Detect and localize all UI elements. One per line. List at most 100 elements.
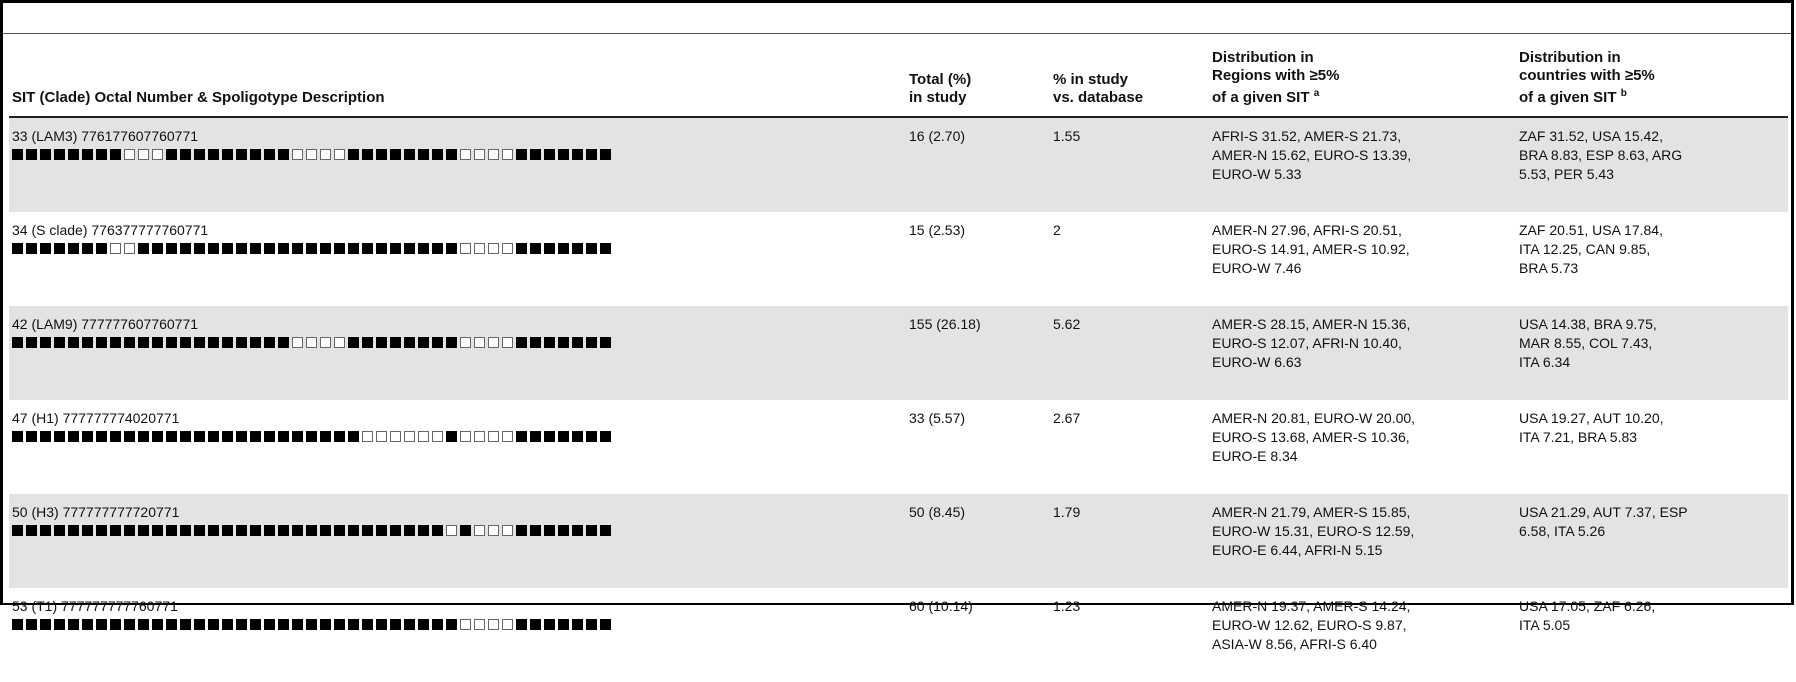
spacer-present <box>26 431 37 442</box>
spacer-present <box>460 525 471 536</box>
spacer-absent <box>502 619 513 630</box>
spacer-present <box>418 619 429 630</box>
spacer-present <box>516 337 527 348</box>
spacer-present <box>180 431 191 442</box>
spacer-present <box>236 149 247 160</box>
spacer-present <box>138 431 149 442</box>
footnote-b: b <box>1620 88 1627 99</box>
regions-line: AMER-N 21.79, AMER-S 15.85, <box>1212 504 1411 520</box>
spacer-present <box>446 431 457 442</box>
spacer-absent <box>334 149 345 160</box>
spacer-present <box>110 431 121 442</box>
total-cell: 155 (26.18) <box>909 316 981 332</box>
spacer-present <box>180 525 191 536</box>
spacer-present <box>348 525 359 536</box>
spacer-present <box>558 243 569 254</box>
countries-line: ZAF 31.52, USA 15.42, <box>1519 128 1663 144</box>
spacer-present <box>222 431 233 442</box>
header-total-line1: Total (%) <box>909 71 972 88</box>
spoligotype-pattern <box>12 431 832 442</box>
spacer-present <box>82 337 93 348</box>
spacer-present <box>544 243 555 254</box>
spacer-present <box>446 149 457 160</box>
header-pct: % in study vs. database <box>1053 71 1183 107</box>
spacer-present <box>516 243 527 254</box>
spacer-present <box>348 149 359 160</box>
spacer-present <box>166 525 177 536</box>
spacer-present <box>166 149 177 160</box>
spacer-present <box>264 431 275 442</box>
sit-description: 50 (H3) 777777777720771 <box>12 504 180 520</box>
spacer-present <box>194 525 205 536</box>
regions-cell: AFRI-S 31.52, AMER-S 21.73, AMER-N 15.62,… <box>1212 127 1492 184</box>
spacer-present <box>250 243 261 254</box>
spacer-present <box>320 619 331 630</box>
regions-line: EURO-W 12.62, EURO-S 9.87, <box>1212 617 1407 633</box>
spoligotype-pattern <box>12 525 832 536</box>
spacer-present <box>530 431 541 442</box>
spacer-present <box>362 525 373 536</box>
table-header: SIT (Clade) Octal Number & Spoligotype D… <box>9 38 1788 118</box>
spacer-present <box>152 337 163 348</box>
spacer-present <box>194 619 205 630</box>
table-row: 50 (H3) 777777777720771 50 (8.45) 1.79 AMER… <box>9 494 1788 588</box>
countries-line: ITA 12.25, CAN 9.85, <box>1519 241 1651 257</box>
table-body: 33 (LAM3) 776177607760771 16 (2.70) 1.55 AF… <box>9 118 1788 682</box>
spacer-present <box>418 525 429 536</box>
spacer-present <box>572 337 583 348</box>
spacer-present <box>12 431 23 442</box>
spacer-present <box>250 337 261 348</box>
spacer-present <box>432 619 443 630</box>
regions-line: EURO-W 5.33 <box>1212 166 1302 182</box>
spacer-present <box>264 337 275 348</box>
spacer-absent <box>110 243 121 254</box>
sit-description: 33 (LAM3) 776177607760771 <box>12 128 199 144</box>
spacer-present <box>278 243 289 254</box>
regions-line: EURO-E 6.44, AFRI-N 5.15 <box>1212 542 1383 558</box>
spacer-present <box>544 337 555 348</box>
spacer-present <box>558 337 569 348</box>
regions-line: ASIA-W 8.56, AFRI-S 6.40 <box>1212 636 1377 652</box>
spacer-present <box>572 619 583 630</box>
spacer-present <box>40 337 51 348</box>
spacer-present <box>54 337 65 348</box>
countries-line: USA 21.29, AUT 7.37, ESP <box>1519 504 1688 520</box>
table-caption-band <box>3 3 1791 34</box>
spacer-present <box>530 525 541 536</box>
spacer-absent <box>362 431 373 442</box>
header-countries-line1: Distribution in <box>1519 49 1621 66</box>
spacer-present <box>208 337 219 348</box>
spacer-present <box>110 337 121 348</box>
spacer-present <box>348 431 359 442</box>
table-row: 53 (T1) 777777777760771 60 (10.14) 1.23 AME… <box>9 588 1788 682</box>
countries-line: ZAF 20.51, USA 17.84, <box>1519 222 1663 238</box>
spacer-present <box>516 149 527 160</box>
regions-line: EURO-W 7.46 <box>1212 260 1302 276</box>
spacer-present <box>68 431 79 442</box>
spacer-absent <box>488 337 499 348</box>
countries-line: BRA 5.73 <box>1519 260 1579 276</box>
spacer-present <box>166 337 177 348</box>
spacer-absent <box>320 337 331 348</box>
spacer-present <box>558 525 569 536</box>
spacer-present <box>54 431 65 442</box>
spacer-present <box>40 149 51 160</box>
spacer-present <box>124 619 135 630</box>
spacer-absent <box>474 243 485 254</box>
spacer-present <box>26 149 37 160</box>
spacer-present <box>306 619 317 630</box>
spacer-present <box>306 431 317 442</box>
pct-cell: 2 <box>1053 222 1061 238</box>
spacer-present <box>110 619 121 630</box>
total-cell: 15 (2.53) <box>909 222 966 238</box>
spacer-present <box>418 149 429 160</box>
spacer-present <box>530 149 541 160</box>
spacer-present <box>600 149 611 160</box>
header-regions-line3: of a given SIT a <box>1212 85 1492 107</box>
spacer-absent <box>474 337 485 348</box>
spacer-absent <box>460 149 471 160</box>
pct-cell: 1.55 <box>1053 128 1081 144</box>
spoligotype-pattern <box>12 243 832 254</box>
spacer-absent <box>390 431 401 442</box>
spacer-present <box>432 525 443 536</box>
